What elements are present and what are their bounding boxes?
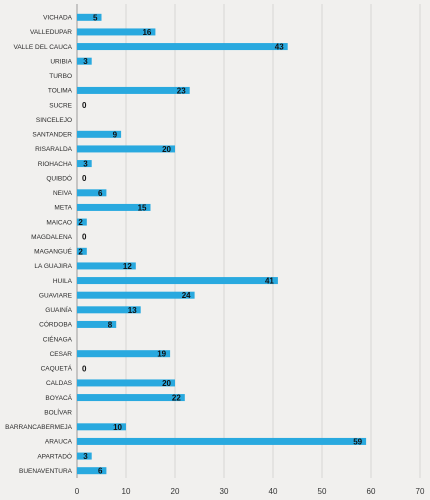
- bar: [77, 277, 278, 285]
- bar: [77, 43, 288, 51]
- category-label: GUAINÍA: [45, 305, 72, 314]
- value-label: 8: [108, 320, 113, 329]
- value-label: 16: [142, 28, 151, 37]
- category-label: LA GUAJIRA: [34, 263, 72, 270]
- value-label: 22: [172, 394, 181, 403]
- category-label: BUENAVENTURA: [19, 468, 73, 475]
- category-label: SUCRE: [49, 102, 72, 109]
- category-label: VALLE DEL CAUCA: [13, 44, 72, 51]
- category-label: ARAUCA: [45, 439, 73, 446]
- category-label: MAGDALENA: [31, 234, 72, 241]
- bar: [77, 28, 156, 36]
- x-tick-label: 40: [269, 487, 278, 496]
- value-label: 9: [113, 130, 118, 139]
- category-label: GUAVIARE: [39, 292, 73, 299]
- x-tick-label: 50: [318, 487, 327, 496]
- category-label: SANTANDER: [32, 132, 72, 139]
- bar: [77, 350, 171, 358]
- category-label: VICHADA: [43, 15, 73, 22]
- bar: [77, 306, 141, 314]
- value-label: 13: [128, 306, 137, 315]
- value-label: 0: [82, 364, 87, 373]
- x-tick-label: 70: [416, 487, 425, 496]
- category-label: MAICAO: [46, 219, 72, 226]
- bar: [77, 218, 87, 226]
- bar: [77, 57, 92, 65]
- category-label: BOYACÁ: [45, 393, 72, 402]
- bar: [77, 379, 175, 387]
- category-label: RIOHACHA: [38, 161, 73, 168]
- category-label: APARTADÓ: [37, 451, 72, 460]
- value-label: 41: [265, 277, 274, 286]
- x-tick-label: 20: [171, 487, 180, 496]
- category-label: CALDAS: [46, 380, 73, 387]
- category-label: CÓRDOBA: [39, 320, 73, 329]
- category-label: QUIBDÓ: [46, 173, 72, 182]
- bar: [77, 320, 117, 328]
- bar: [77, 467, 107, 475]
- value-label: 23: [177, 86, 186, 95]
- category-label: MAGANGUÉ: [34, 247, 73, 256]
- value-label: 12: [123, 262, 132, 271]
- value-label: 3: [83, 452, 88, 461]
- bar: [77, 394, 185, 402]
- bar: [77, 160, 92, 168]
- bar: [77, 452, 92, 460]
- category-label: VALLEDUPAR: [30, 29, 72, 36]
- category-label: CAQUETÁ: [41, 364, 73, 373]
- value-label: 6: [98, 467, 103, 476]
- value-label: 24: [182, 291, 191, 300]
- x-tick-label: 30: [220, 487, 229, 496]
- value-label: 43: [275, 43, 284, 52]
- value-label: 15: [138, 203, 147, 212]
- value-label: 3: [83, 160, 88, 169]
- bar: [77, 13, 102, 21]
- bar: [77, 203, 151, 211]
- bar: [77, 86, 190, 94]
- x-tick-label: 0: [75, 487, 80, 496]
- x-tick-label: 10: [122, 487, 131, 496]
- category-label: RISARALDA: [35, 146, 73, 153]
- category-label: CESAR: [50, 351, 73, 358]
- category-label: META: [54, 205, 72, 212]
- category-label: BOLÍVAR: [44, 407, 72, 416]
- value-label: 20: [162, 145, 171, 154]
- bar: [77, 437, 367, 445]
- value-label: 0: [82, 101, 87, 110]
- value-label: 2: [78, 247, 83, 256]
- value-label: 3: [83, 57, 88, 66]
- value-label: 2: [78, 218, 83, 227]
- value-label: 6: [98, 189, 103, 198]
- bar: [77, 423, 126, 431]
- bar: [77, 130, 122, 138]
- category-label: SINCELEJO: [36, 117, 72, 124]
- category-label: BARRANCABERMEJA: [5, 424, 72, 431]
- value-label: 19: [157, 350, 166, 359]
- value-label: 10: [113, 423, 122, 432]
- bar: [77, 189, 107, 197]
- bar: [77, 145, 175, 153]
- value-label: 20: [162, 379, 171, 388]
- category-label: NEIVA: [53, 190, 73, 197]
- bar: [77, 247, 87, 255]
- value-label: 5: [93, 13, 98, 22]
- value-label: 59: [353, 437, 362, 446]
- category-label: CIÉNAGA: [43, 334, 73, 343]
- category-label: URIBIA: [50, 58, 72, 65]
- x-tick-label: 60: [367, 487, 376, 496]
- value-label: 0: [82, 174, 87, 183]
- category-label: TOLIMA: [48, 88, 73, 95]
- bar: [77, 262, 136, 270]
- category-label: HUILA: [53, 278, 73, 285]
- bar: [77, 291, 195, 299]
- category-label: TURBO: [49, 73, 72, 80]
- value-label: 0: [82, 233, 87, 242]
